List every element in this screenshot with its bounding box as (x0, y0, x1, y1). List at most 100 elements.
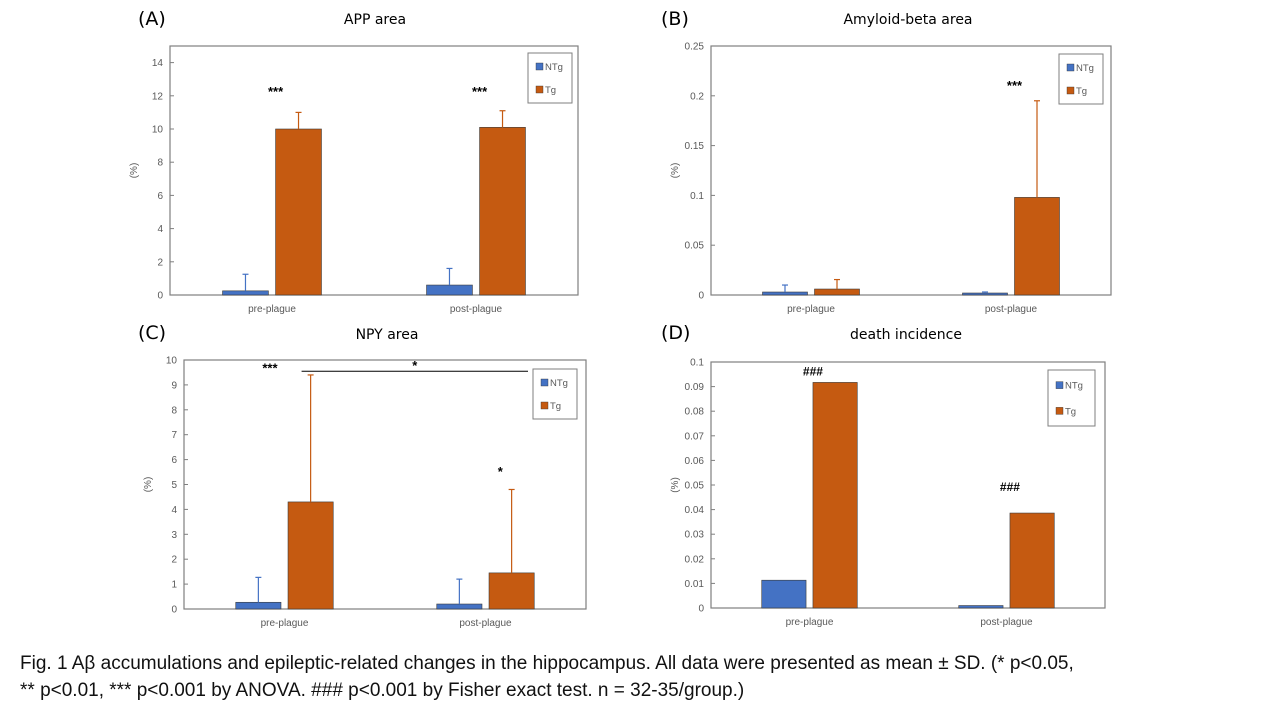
panel-b-bar-ntg (962, 292, 1008, 296)
panel-d-bar-tg (812, 382, 858, 609)
panel-b-x-tick-label: pre-plague (787, 304, 835, 315)
panel-b-legend-label-ntg: NTg (1076, 63, 1094, 74)
panel-a-label: (A) (138, 8, 166, 30)
panel-d-y-tick-label: 0.03 (685, 530, 705, 541)
panel-c-title: NPY area (355, 327, 419, 343)
panel-d-label: (D) (661, 322, 691, 344)
panel-d-significance-annotation: ### (1000, 480, 1020, 494)
panel-c-y-tick-label: 9 (171, 380, 177, 391)
panel-c-y-tick-label: 5 (171, 480, 177, 491)
panel-c-significance-annotation: *** (262, 360, 278, 375)
panel-a-y-tick-label: 8 (157, 158, 163, 169)
panel-c-label: (C) (138, 322, 167, 344)
panel-b-y-tick-label: 0 (698, 291, 704, 302)
panel-b-title: Amyloid-beta area (843, 12, 973, 28)
panel-d-y-tick-label: 0.09 (685, 382, 705, 393)
panel-a-bar-tg (479, 127, 526, 296)
panel-c-significance-annotation: * (498, 464, 504, 479)
panel-d-bar-tg (1009, 512, 1055, 609)
panel-a-y-tick-label: 14 (152, 58, 164, 69)
panel-a-legend-swatch-tg (535, 85, 544, 94)
panel-c-y-tick-label: 3 (171, 530, 177, 541)
panel-c-y-tick-label: 6 (171, 455, 177, 466)
panel-a-x-tick-label: pre-plague (248, 304, 296, 315)
panel-c-y-tick-label: 8 (171, 405, 177, 416)
panel-b-x-tick-label: post-plague (985, 304, 1038, 315)
panel-c-legend-label-ntg: NTg (550, 378, 568, 389)
panel-b-bar-ntg (762, 291, 808, 296)
panel-d-legend-box (1047, 369, 1096, 427)
panel-c-x-tick-label: pre-plague (261, 618, 309, 629)
panel-d-legend-swatch-tg (1055, 407, 1064, 415)
panel-c-y-tick-label: 7 (171, 430, 177, 441)
panel-b-label: (B) (661, 8, 689, 30)
panel-a-legend-label-ntg: NTg (545, 62, 563, 73)
panel-c-bar-tg (287, 501, 334, 610)
panel-b-plot-frame (710, 45, 1112, 296)
figure-caption: Fig. 1 Aβ accumulations and epileptic-re… (20, 650, 1270, 704)
panel-c-bracket-annotation: * (412, 358, 418, 373)
panel-c-bar-ntg (436, 603, 483, 610)
panel-b-significance-annotation: *** (1007, 78, 1023, 93)
panel-d-bar-ntg (761, 579, 807, 609)
panel-b-y-axis-label: (%) (670, 163, 681, 179)
panel-c-y-axis-label: (%) (143, 477, 154, 493)
panel-c-legend-swatch-ntg (540, 378, 549, 387)
panel-b-y-tick-label: 0.15 (685, 141, 705, 152)
panel-a-y-tick-label: 4 (157, 224, 163, 235)
caption-line-2: ** p<0.01, *** p<0.001 by ANOVA. ### p<0… (20, 680, 745, 701)
panel-a-significance-annotation: *** (472, 84, 488, 99)
panel-d-y-axis-label: (%) (670, 477, 681, 493)
panel-a-y-axis-label: (%) (129, 163, 140, 179)
panel-d-legend-label-ntg: NTg (1065, 381, 1083, 392)
panel-c-legend-swatch-tg (540, 401, 549, 410)
panel-d-significance-annotation: ### (803, 365, 823, 379)
panel-a-bar-tg (275, 128, 322, 296)
panel-d-y-tick-label: 0 (698, 604, 704, 615)
panel-a-bar-ntg (222, 290, 269, 296)
panel-a-y-tick-label: 0 (157, 291, 163, 302)
panel-a-legend-box (527, 52, 573, 104)
panel-d-y-tick-label: 0.06 (685, 456, 705, 467)
panel-d-y-tick-label: 0.1 (690, 358, 704, 369)
panel-a-y-tick-label: 6 (157, 191, 163, 202)
panel-d-legend-swatch-ntg (1055, 381, 1064, 389)
panel-c-legend-box (532, 368, 578, 420)
panel-c-y-tick-label: 0 (171, 605, 177, 616)
panel-b-y-tick-label: 0.25 (685, 42, 705, 53)
panel-a-bar-ntg (426, 284, 473, 296)
panel-a-y-tick-label: 12 (152, 91, 164, 102)
panel-d-x-tick-label: pre-plague (786, 617, 834, 628)
panel-b-bar-tg (814, 288, 860, 296)
panel-c-bar-tg (488, 572, 535, 610)
panel-d-legend-label-tg: Tg (1065, 406, 1076, 417)
panel-a-legend-label-tg: Tg (545, 85, 556, 96)
panel-d-y-tick-label: 0.02 (685, 554, 705, 565)
panel-b-legend-swatch-tg (1066, 86, 1075, 95)
panel-c-legend-label-tg: Tg (550, 401, 561, 412)
caption-line-1: Fig. 1 Aβ accumulations and epileptic-re… (20, 653, 1074, 674)
panel-c-y-tick-label: 10 (166, 356, 178, 367)
panel-d-y-tick-label: 0.08 (685, 407, 705, 418)
panel-c-bar-ntg (235, 601, 282, 610)
panel-b-legend-label-tg: Tg (1076, 86, 1087, 97)
panel-c-x-tick-label: post-plague (459, 618, 512, 629)
panel-d-title: death incidence (850, 327, 962, 343)
panel-d-y-tick-label: 0.05 (685, 481, 705, 492)
panel-a-plot-frame (169, 45, 579, 296)
panel-b-bar-tg (1014, 197, 1060, 296)
panel-d-bar-ntg (958, 605, 1004, 609)
panel-b-y-tick-label: 0.1 (690, 191, 704, 202)
panel-b-legend-swatch-ntg (1066, 63, 1075, 72)
panel-b-legend-box (1058, 53, 1104, 105)
panel-a-y-tick-label: 10 (152, 125, 164, 136)
panel-b-y-tick-label: 0.2 (690, 91, 704, 102)
panel-c-y-tick-label: 1 (171, 580, 177, 591)
panel-b-y-tick-label: 0.05 (685, 241, 705, 252)
panel-c-plot-frame (183, 359, 587, 610)
panel-d-y-tick-label: 0.01 (685, 579, 705, 590)
panel-c-y-tick-label: 4 (171, 505, 177, 516)
panel-c-y-tick-label: 2 (171, 555, 177, 566)
panel-d-y-tick-label: 0.04 (685, 505, 705, 516)
